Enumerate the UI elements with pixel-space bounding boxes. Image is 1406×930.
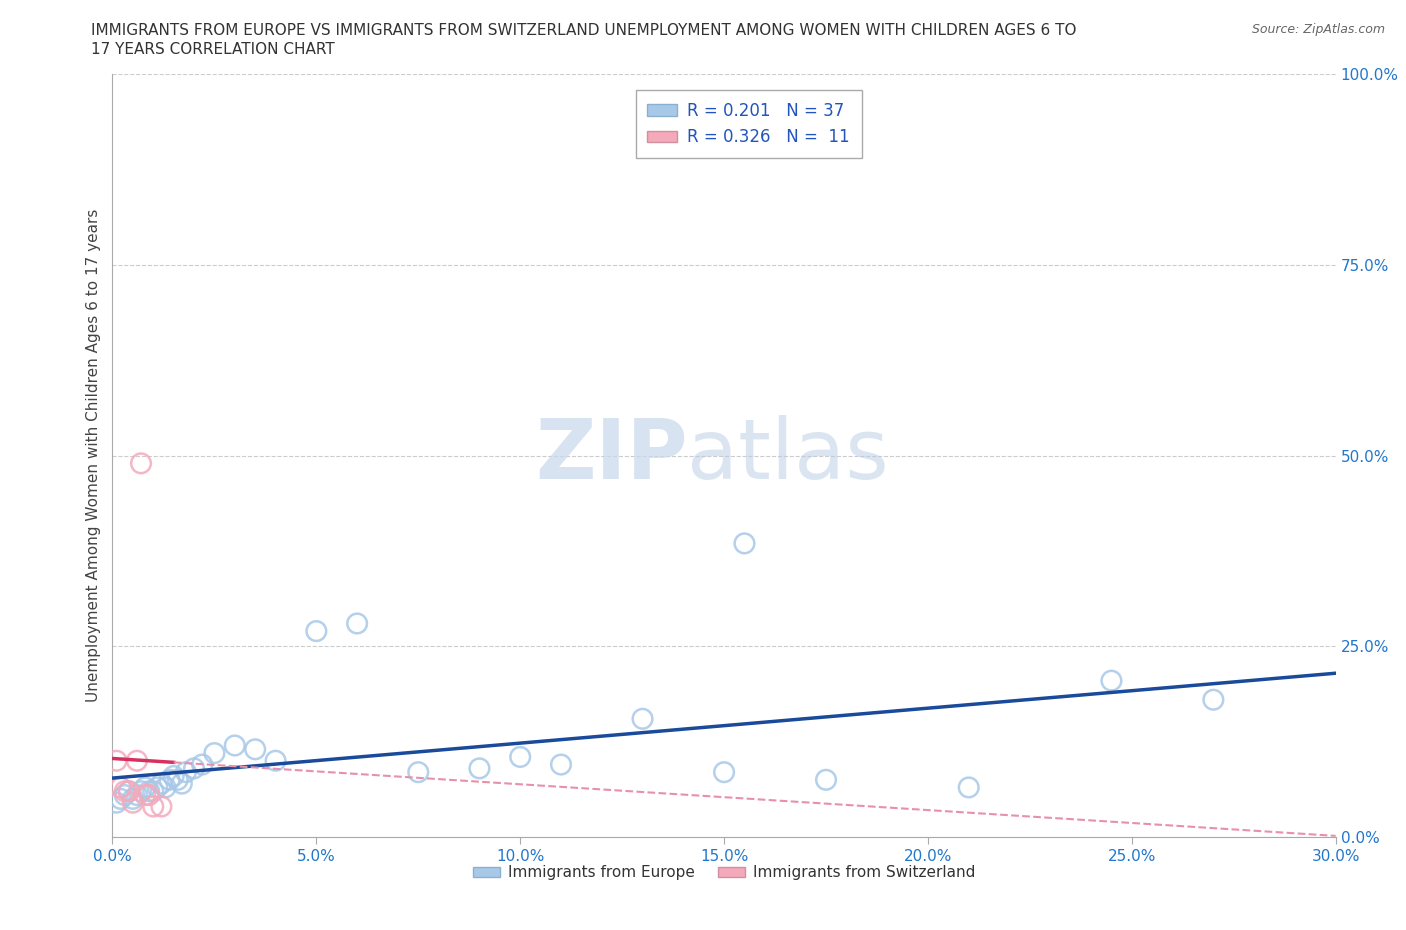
Point	[138, 788, 160, 803]
Point	[468, 761, 491, 776]
Point	[815, 772, 838, 787]
Text: 17 YEARS CORRELATION CHART: 17 YEARS CORRELATION CHART	[91, 42, 335, 57]
Point	[550, 757, 572, 772]
Point	[138, 784, 160, 799]
Point	[105, 753, 128, 768]
Point	[129, 456, 152, 471]
Text: atlas: atlas	[688, 415, 889, 497]
Point	[159, 772, 181, 787]
Point	[408, 764, 430, 779]
Point	[509, 750, 531, 764]
Point	[142, 799, 165, 814]
Point	[134, 788, 156, 803]
Point	[150, 777, 173, 791]
Point	[125, 753, 148, 768]
Y-axis label: Unemployment Among Women with Children Ages 6 to 17 years: Unemployment Among Women with Children A…	[86, 209, 101, 702]
Point	[122, 795, 145, 810]
Point	[713, 764, 735, 779]
Point	[114, 784, 136, 799]
Text: Source: ZipAtlas.com: Source: ZipAtlas.com	[1251, 23, 1385, 36]
Point	[118, 784, 141, 799]
Legend: Immigrants from Europe, Immigrants from Switzerland: Immigrants from Europe, Immigrants from …	[467, 859, 981, 886]
Point	[110, 780, 132, 795]
Point	[163, 768, 186, 783]
Point	[224, 738, 246, 753]
Point	[110, 791, 132, 806]
Text: ZIP: ZIP	[534, 415, 688, 497]
Point	[631, 711, 654, 726]
Point	[170, 777, 193, 791]
Point	[183, 761, 205, 776]
Point	[129, 784, 152, 799]
Point	[957, 780, 980, 795]
Text: IMMIGRANTS FROM EUROPE VS IMMIGRANTS FROM SWITZERLAND UNEMPLOYMENT AMONG WOMEN W: IMMIGRANTS FROM EUROPE VS IMMIGRANTS FRO…	[91, 23, 1077, 38]
Point	[174, 764, 197, 779]
Point	[146, 780, 169, 795]
Point	[114, 788, 136, 803]
Point	[150, 799, 173, 814]
Point	[125, 788, 148, 803]
Point	[245, 742, 267, 757]
Point	[166, 772, 188, 787]
Point	[118, 784, 141, 799]
Point	[346, 616, 368, 631]
Point	[1202, 692, 1225, 707]
Point	[1099, 673, 1122, 688]
Point	[142, 784, 165, 799]
Point	[204, 746, 226, 761]
Point	[122, 791, 145, 806]
Point	[734, 536, 756, 551]
Point	[264, 753, 287, 768]
Point	[305, 624, 328, 639]
Point	[155, 780, 177, 795]
Point	[134, 780, 156, 795]
Point	[105, 795, 128, 810]
Point	[191, 757, 214, 772]
